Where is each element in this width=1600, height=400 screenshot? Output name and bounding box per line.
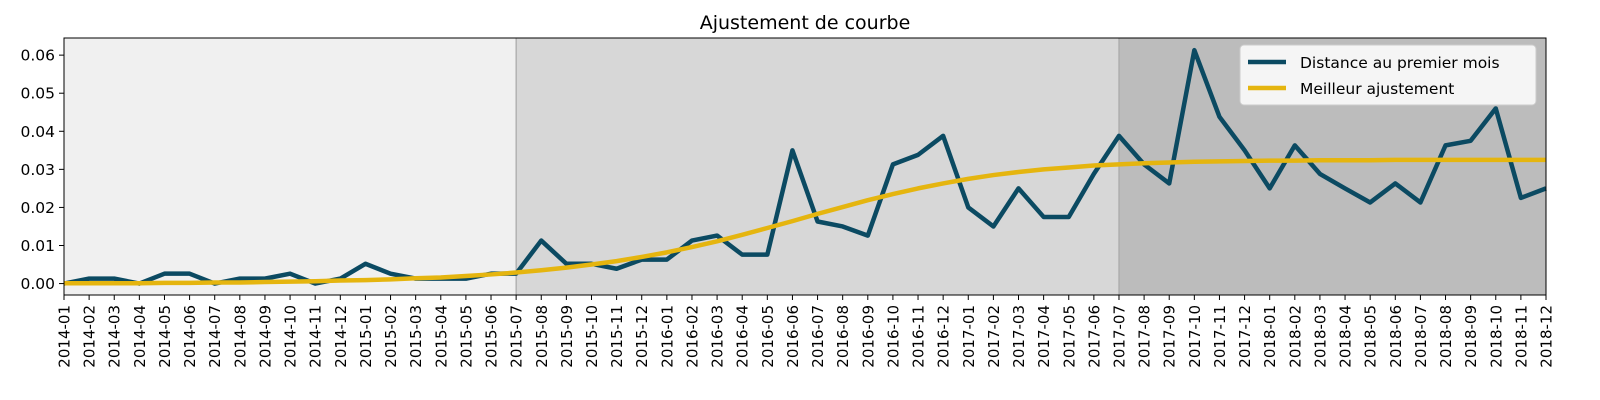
y-tick-label: 0.03 [20, 161, 55, 179]
x-tick-label: 2014-07 [206, 305, 224, 368]
x-tick-label: 2018-04 [1337, 305, 1355, 368]
x-tick-label: 2018-11 [1512, 305, 1530, 368]
x-tick-label: 2015-11 [608, 305, 626, 368]
legend-label-2: Meilleur ajustement [1300, 80, 1454, 98]
x-tick-label: 2018-08 [1437, 305, 1455, 368]
x-tick-label: 2014-04 [131, 305, 149, 368]
x-tick-label: 2014-11 [307, 305, 325, 368]
x-tick-label: 2014-03 [106, 305, 124, 368]
y-tick-label: 0.04 [20, 123, 55, 141]
x-tick-label: 2016-04 [734, 305, 752, 368]
x-tick-label: 2017-02 [985, 305, 1003, 368]
x-tick-label: 2016-08 [834, 305, 852, 368]
x-tick-label: 2016-11 [910, 305, 928, 368]
x-tick-label: 2018-09 [1462, 305, 1480, 368]
x-tick-label: 2018-06 [1387, 305, 1405, 368]
x-tick-label: 2015-04 [432, 305, 450, 368]
x-tick-label: 2017-05 [1060, 305, 1078, 368]
legend-label-1: Distance au premier mois [1300, 54, 1500, 72]
x-tick-label: 2018-05 [1362, 305, 1380, 368]
legend-box [1239, 44, 1537, 106]
x-tick-label: 2014-06 [181, 305, 199, 368]
x-tick-label: 2016-01 [658, 305, 676, 368]
x-tick-label: 2016-09 [859, 305, 877, 368]
x-tick-label: 2016-10 [884, 305, 902, 368]
x-tick-label: 2018-01 [1261, 305, 1279, 368]
x-tick-label: 2014-08 [231, 305, 249, 368]
series-layer [63, 47, 1547, 286]
legend: Distance au premier mois Meilleur ajustem… [1239, 44, 1537, 106]
x-tick-label: 2017-11 [1211, 305, 1229, 368]
x-tick-label: 2014-05 [156, 305, 174, 368]
y-tick-label: 0.02 [20, 199, 55, 217]
x-tick-label: 2014-10 [282, 305, 300, 368]
plot-frame [63, 37, 1547, 296]
x-tick-label: 2016-07 [809, 305, 827, 368]
x-tick-label: 2015-10 [583, 305, 601, 368]
x-tick-label: 2016-12 [935, 305, 953, 368]
x-tick-label: 2017-09 [1161, 305, 1179, 368]
x-tick-label: 2015-09 [558, 305, 576, 368]
x-tick-label: 2015-03 [407, 305, 425, 368]
x-axis: 2014-01 2014-02 2014-03 2014-04 2014-05 2014-… [56, 295, 1556, 368]
x-tick-label: 2015-05 [457, 305, 475, 368]
x-tick-label: 2015-06 [483, 305, 501, 368]
x-tick-label: 2015-01 [357, 305, 375, 368]
y-tick-label: 0.06 [20, 47, 55, 65]
shaded-regions [64, 38, 1546, 295]
x-tick-label: 2017-03 [1010, 305, 1028, 368]
y-tick-label: 0.00 [20, 275, 55, 293]
x-tick-label: 2017-06 [1085, 305, 1103, 368]
y-axis: 0.00 0.01 0.02 0.03 0.04 0.05 0.06 [20, 47, 64, 293]
chart-title: Ajustement de courbe [700, 12, 911, 34]
x-tick-label: 2017-07 [1110, 305, 1128, 368]
shaded-region-1 [64, 38, 517, 295]
x-tick-label: 2018-07 [1412, 305, 1430, 368]
x-tick-label: 2016-02 [683, 305, 701, 368]
x-tick-label: 2016-06 [784, 305, 802, 368]
x-tick-label: 2017-01 [960, 305, 978, 368]
x-tick-label: 2018-02 [1286, 305, 1304, 368]
x-tick-label: 2018-03 [1311, 305, 1329, 368]
x-tick-label: 2017-04 [1035, 305, 1053, 368]
x-tick-label: 2017-12 [1236, 305, 1254, 368]
x-tick-label: 2014-02 [81, 305, 99, 368]
x-tick-label: 2015-02 [382, 305, 400, 368]
x-tick-label: 2015-07 [508, 305, 526, 368]
series-line-2 [64, 157, 1546, 286]
shaded-region-2 [516, 38, 1119, 295]
x-tick-label: 2015-12 [633, 305, 651, 368]
x-tick-label: 2015-08 [533, 305, 551, 368]
x-tick-label: 2016-03 [709, 305, 727, 368]
y-tick-label: 0.05 [20, 85, 55, 103]
x-tick-label: 2016-05 [759, 305, 777, 368]
y-tick-label: 0.01 [20, 237, 55, 255]
x-tick-label: 2014-12 [332, 305, 350, 368]
x-tick-label: 2014-09 [256, 305, 274, 368]
x-tick-label: 2014-01 [56, 305, 74, 368]
x-tick-label: 2018-12 [1538, 305, 1556, 368]
x-tick-label: 2017-08 [1136, 305, 1154, 368]
x-tick-label: 2018-10 [1487, 305, 1505, 368]
x-tick-label: 2017-10 [1186, 305, 1204, 368]
